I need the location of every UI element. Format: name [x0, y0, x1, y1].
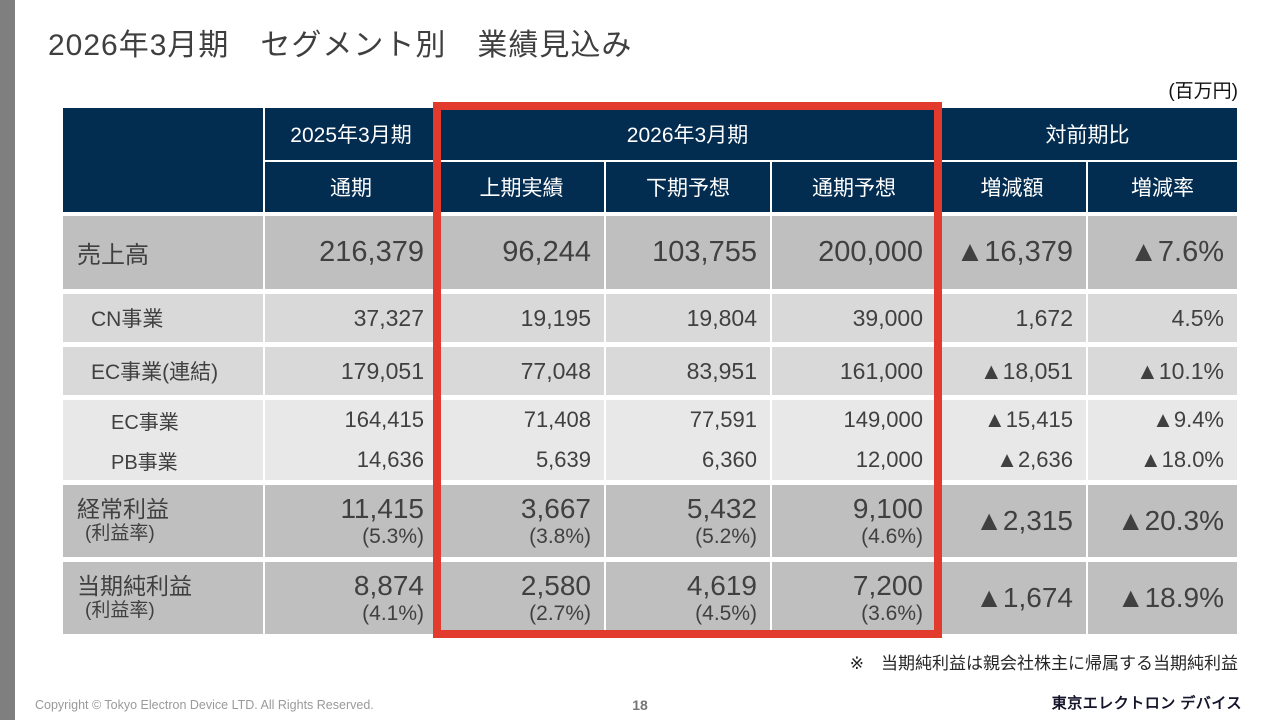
row-label-main: 当期純利益 — [77, 572, 192, 599]
value-main: 5,432 — [686, 492, 757, 524]
cell-h2-forecast: 19,804 — [606, 294, 770, 342]
cell-full-forecast: 39,000 — [772, 294, 936, 342]
row-label: PB事業 — [63, 440, 263, 480]
cell-h2-forecast: 77,591 — [606, 400, 770, 440]
header-group-row: 2025年3月期 2026年3月期 対前期比 — [265, 108, 1237, 160]
value-margin: (3.8%) — [529, 525, 591, 549]
header-group-yoy: 対前期比 — [938, 108, 1237, 160]
value-main: 7,200 — [852, 569, 923, 601]
row-label: 売上高 — [63, 216, 263, 289]
cell-h1-actual: 71,408 — [439, 400, 604, 440]
table-row-cn-business: CN事業 37,327 19,195 19,804 39,000 1,672 4… — [63, 294, 1237, 342]
cell-full-forecast: 200,000 — [772, 216, 936, 289]
value-margin: (4.6%) — [861, 525, 923, 549]
row-label-sub: (利益率) — [85, 600, 155, 622]
row-label-main: 経常利益 — [77, 495, 169, 522]
header-sub-full-forecast: 通期予想 — [772, 162, 936, 212]
cell-fy2025-full: 164,415 — [265, 400, 437, 440]
cell-h2-forecast: 4,619 (4.5%) — [606, 562, 770, 634]
value-main: 3,667 — [520, 492, 591, 524]
row-label: 経常利益 (利益率) — [63, 485, 263, 557]
value-margin: (4.1%) — [362, 602, 424, 626]
value-main: 4,619 — [686, 569, 757, 601]
cell-h1-actual: 96,244 — [439, 216, 604, 289]
cell-change-rate: ▲9.4% — [1088, 400, 1237, 440]
header-group-fy2026: 2026年3月期 — [439, 108, 936, 160]
value-main: 11,415 — [340, 492, 424, 524]
cell-fy2025-full: 14,636 — [265, 440, 437, 480]
cell-h1-actual: 77,048 — [439, 347, 604, 395]
left-edge-bar — [0, 0, 15, 720]
table-row-net-income: 当期純利益 (利益率) 8,874 (4.1%) 2,580 (2.7%) 4,… — [63, 562, 1237, 634]
header-sub-full-2025: 通期 — [265, 162, 437, 212]
cell-h1-actual: 19,195 — [439, 294, 604, 342]
header-sub-h1-actual: 上期実績 — [439, 162, 604, 212]
cell-change-amount: ▲2,315 — [938, 485, 1086, 557]
table-row-ordinary-income: 経常利益 (利益率) 11,415 (5.3%) 3,667 (3.8%) 5,… — [63, 485, 1237, 557]
cell-change-amount: ▲15,415 — [938, 400, 1086, 440]
cell-fy2025-full: 11,415 (5.3%) — [265, 485, 437, 557]
cell-full-forecast: 12,000 — [772, 440, 936, 480]
table-row-pb-business: PB事業 14,636 5,639 6,360 12,000 ▲2,636 ▲1… — [63, 440, 1237, 480]
cell-change-amount: ▲16,379 — [938, 216, 1086, 289]
header-corner-cell — [63, 108, 263, 212]
table-header: 2025年3月期 2026年3月期 対前期比 通期 上期実績 下期予想 通期予想… — [63, 108, 1237, 212]
page-title: 2026年3月期 セグメント別 業績見込み — [48, 29, 633, 62]
cell-h2-forecast: 103,755 — [606, 216, 770, 289]
value-margin: (5.3%) — [362, 525, 424, 549]
value-main: 9,100 — [852, 492, 923, 524]
cell-change-amount: ▲2,636 — [938, 440, 1086, 480]
cell-fy2025-full: 8,874 (4.1%) — [265, 562, 437, 634]
cell-fy2025-full: 216,379 — [265, 216, 437, 289]
cell-full-forecast: 149,000 — [772, 400, 936, 440]
unit-label: (百万円) — [1168, 81, 1238, 102]
cell-h1-actual: 5,639 — [439, 440, 604, 480]
value-main: 8,874 — [353, 569, 424, 601]
table-row-ec-business-consolidated: EC事業(連結) 179,051 77,048 83,951 161,000 ▲… — [63, 347, 1237, 395]
cell-h1-actual: 2,580 (2.7%) — [439, 562, 604, 634]
row-label: EC事業 — [63, 400, 263, 440]
footnote: ※ 当期純利益は親会社株主に帰属する当期純利益 — [849, 654, 1238, 673]
cell-h2-forecast: 5,432 (5.2%) — [606, 485, 770, 557]
header-sub-change-amount: 増減額 — [938, 162, 1086, 212]
cell-fy2025-full: 37,327 — [265, 294, 437, 342]
cell-change-rate: ▲7.6% — [1088, 216, 1237, 289]
cell-change-rate: ▲18.9% — [1088, 562, 1237, 634]
table-row-net-sales: 売上高 216,379 96,244 103,755 200,000 ▲16,3… — [63, 216, 1237, 289]
row-label: CN事業 — [63, 294, 263, 342]
page-number: 18 — [632, 697, 648, 713]
cell-change-rate: ▲18.0% — [1088, 440, 1237, 480]
value-main: 2,580 — [520, 569, 591, 601]
cell-h2-forecast: 83,951 — [606, 347, 770, 395]
cell-change-rate: ▲10.1% — [1088, 347, 1237, 395]
cell-full-forecast: 161,000 — [772, 347, 936, 395]
cell-full-forecast: 9,100 (4.6%) — [772, 485, 936, 557]
row-label: 当期純利益 (利益率) — [63, 562, 263, 634]
cell-h1-actual: 3,667 (3.8%) — [439, 485, 604, 557]
header-right-block: 2025年3月期 2026年3月期 対前期比 通期 上期実績 下期予想 通期予想… — [265, 108, 1237, 212]
cell-change-amount: 1,672 — [938, 294, 1086, 342]
cell-change-rate: 4.5% — [1088, 294, 1237, 342]
row-label: EC事業(連結) — [63, 347, 263, 395]
header-sub-change-rate: 増減率 — [1088, 162, 1237, 212]
row-label-sub: (利益率) — [85, 523, 155, 545]
copyright-text: Copyright © Tokyo Electron Device LTD. A… — [35, 698, 374, 712]
cell-change-rate: ▲20.3% — [1088, 485, 1237, 557]
company-logo: 東京エレクトロン デバイス — [1051, 695, 1242, 712]
value-margin: (5.2%) — [695, 525, 757, 549]
cell-full-forecast: 7,200 (3.6%) — [772, 562, 936, 634]
value-margin: (2.7%) — [529, 602, 591, 626]
cell-change-amount: ▲1,674 — [938, 562, 1086, 634]
cell-fy2025-full: 179,051 — [265, 347, 437, 395]
cell-h2-forecast: 6,360 — [606, 440, 770, 480]
header-sub-h2-forecast: 下期予想 — [606, 162, 770, 212]
cell-change-amount: ▲18,051 — [938, 347, 1086, 395]
header-sub-row: 通期 上期実績 下期予想 通期予想 増減額 増減率 — [265, 162, 1237, 212]
header-group-fy2025: 2025年3月期 — [265, 108, 437, 160]
value-margin: (4.5%) — [695, 602, 757, 626]
segment-results-table: 2025年3月期 2026年3月期 対前期比 通期 上期実績 下期予想 通期予想… — [63, 108, 1237, 639]
table-row-ec-business: EC事業 164,415 71,408 77,591 149,000 ▲15,4… — [63, 400, 1237, 440]
value-margin: (3.6%) — [861, 602, 923, 626]
